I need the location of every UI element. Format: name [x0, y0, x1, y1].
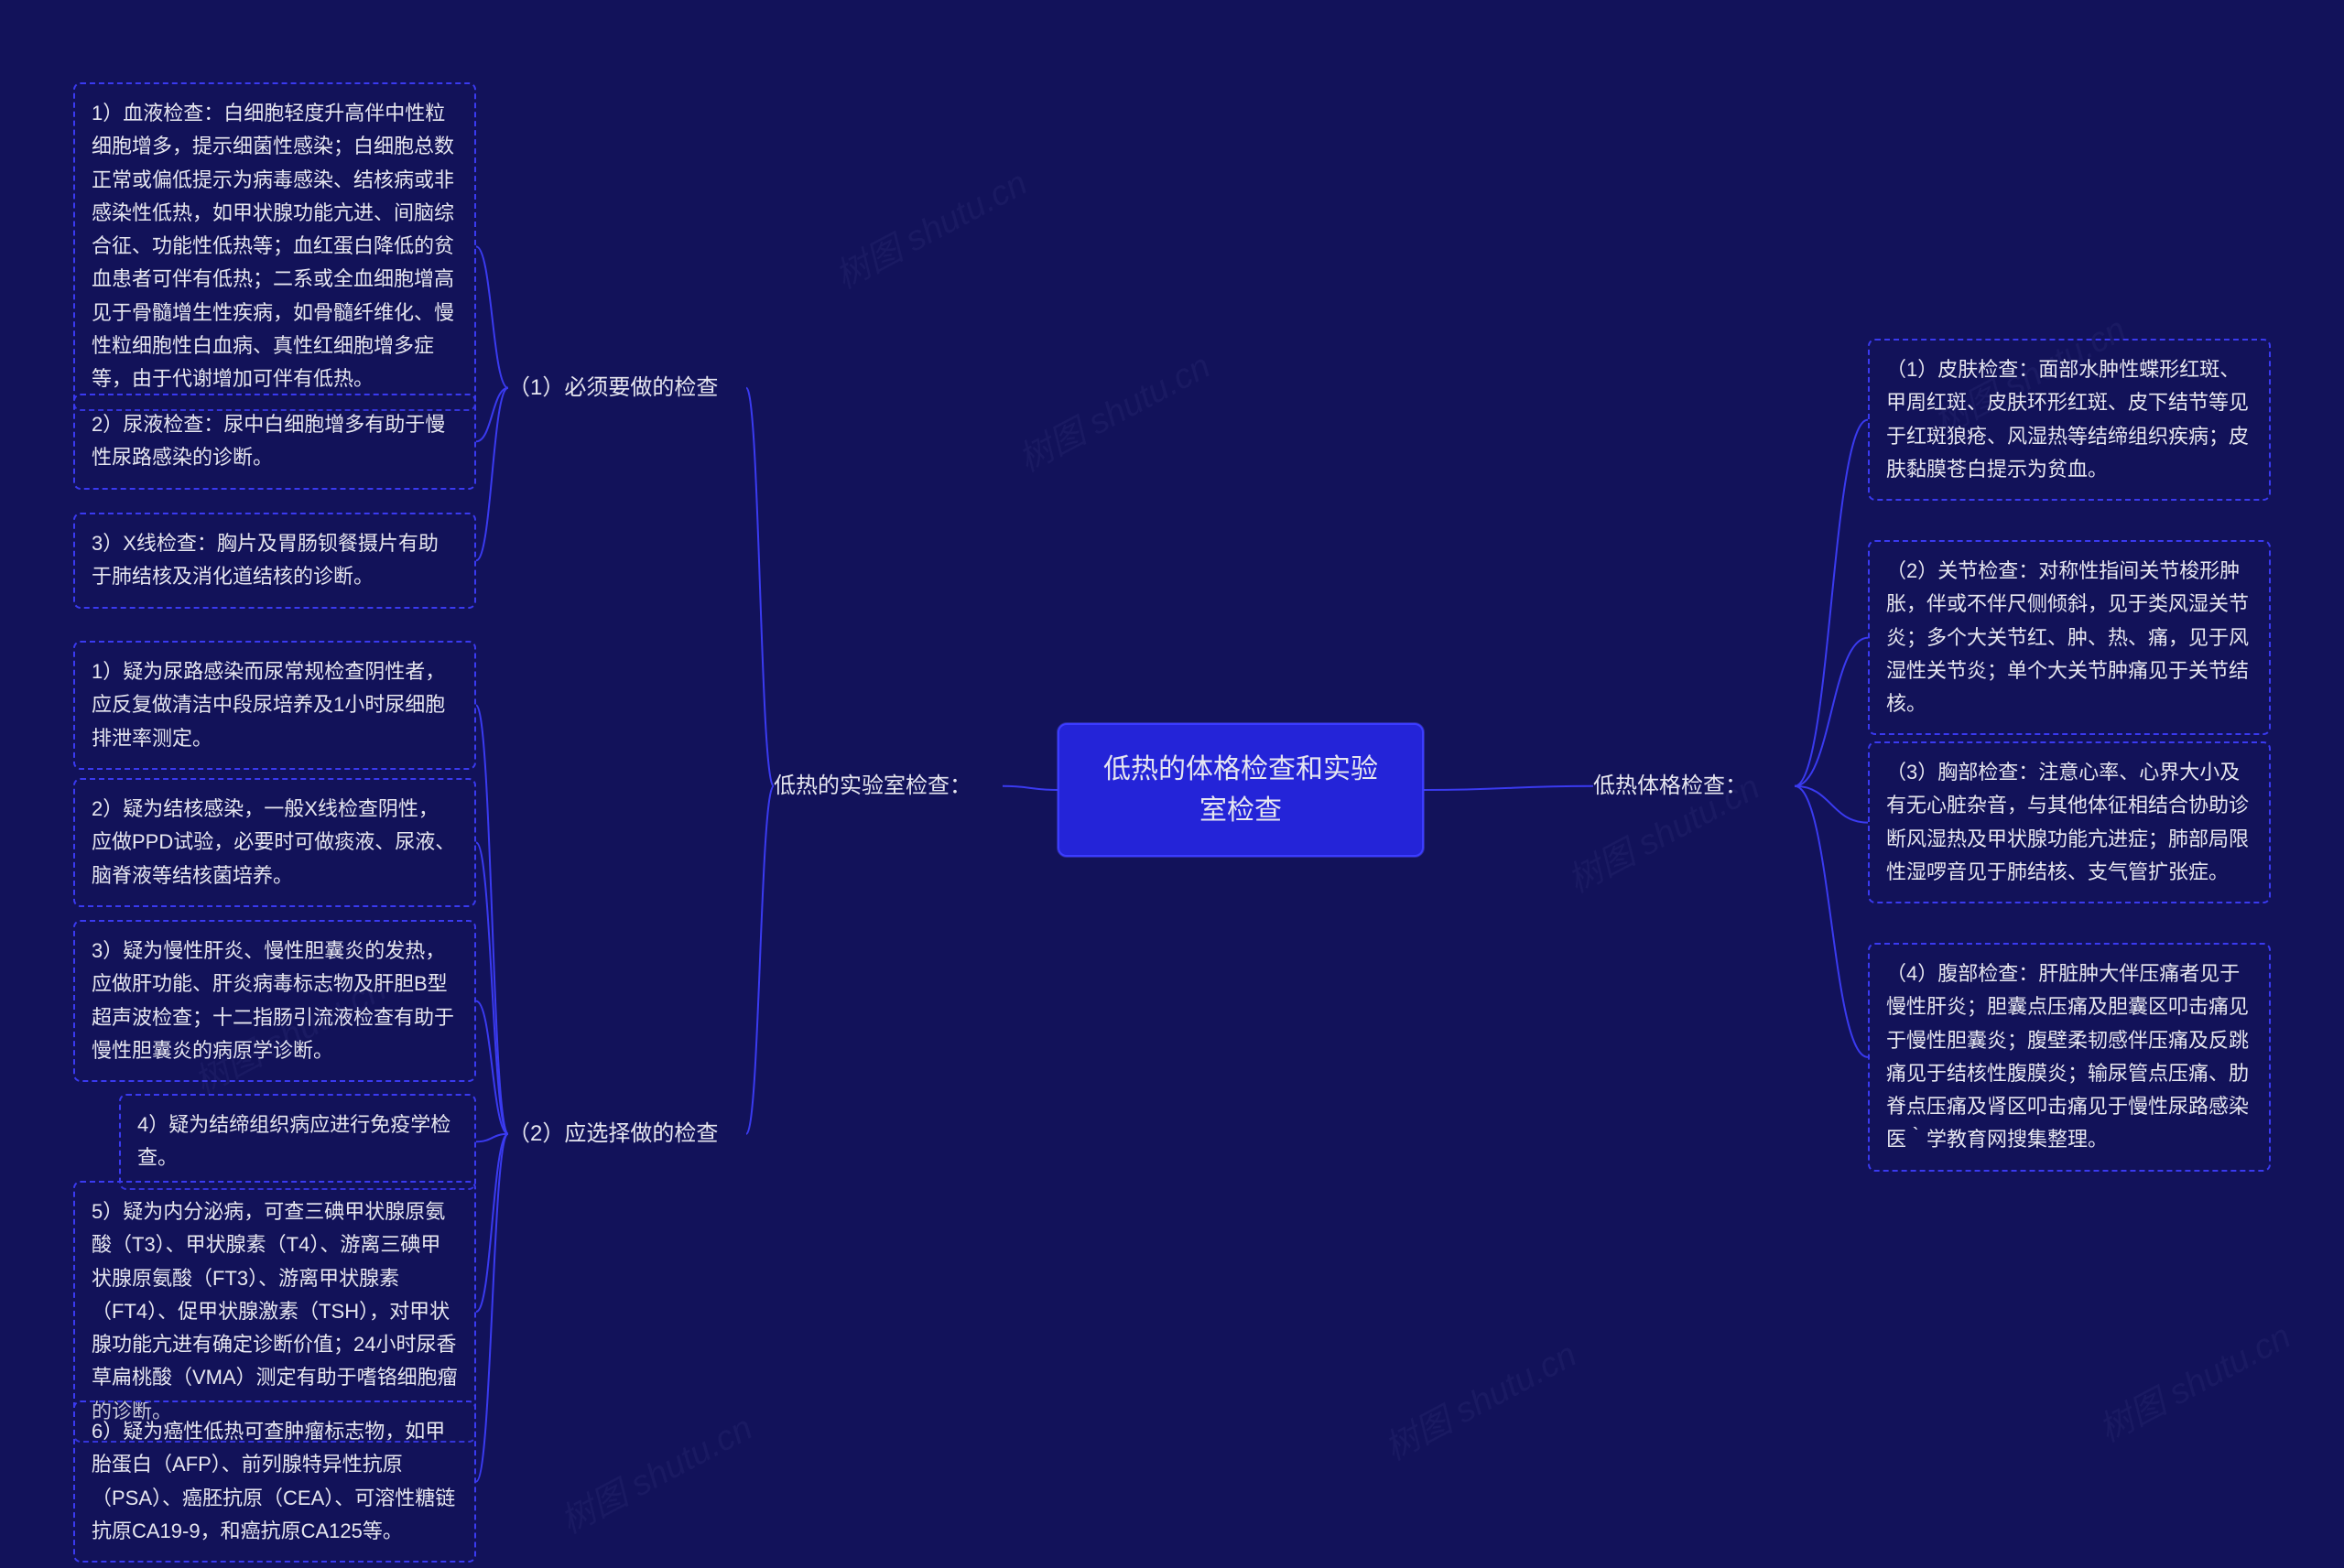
- optional-test-item-2: 3）疑为慢性肝炎、慢性胆囊炎的发热，应做肝功能、肝炎病毒标志物及肝胆B型超声波检…: [73, 920, 476, 1082]
- optional-test-item-5: 6）疑为癌性低热可查肿瘤标志物，如甲胎蛋白（AFP）、前列腺特异性抗原（PSA）…: [73, 1400, 476, 1563]
- watermark: 树图 shutu.cn: [1008, 338, 1218, 481]
- physical-exam-item-1: （2）关节检查：对称性指间关节梭形肿胀，伴或不伴尺侧倾斜，见于类风湿关节炎；多个…: [1868, 540, 2271, 735]
- required-test-item-2: 3）X线检查：胸片及胃肠钡餐摄片有助于肺结核及消化道结核的诊断。: [73, 513, 476, 609]
- required-test-item-0: 1）血液检查：白细胞轻度升高伴中性粒细胞增多，提示细菌性感染；白细胞总数正常或偏…: [73, 82, 476, 411]
- branch-lab-exam: 低热的实验室检查：: [774, 764, 1003, 808]
- optional-test-item-3: 4）疑为结缔组织病应进行免疫学检查。: [119, 1094, 476, 1190]
- branch-required-tests: （1）必须要做的检查: [508, 366, 746, 410]
- branch-optional-tests: （2）应选择做的检查: [508, 1112, 746, 1156]
- required-test-item-1: 2）尿液检查：尿中白细胞增多有助于慢性尿路感染的诊断。: [73, 394, 476, 490]
- physical-exam-item-2: （3）胸部检查：注意心率、心界大小及有无心脏杂音，与其他体征相结合协助诊断风湿热…: [1868, 741, 2271, 903]
- watermark: 树图 shutu.cn: [825, 155, 1035, 298]
- root-node: 低热的体格检查和实验室检查: [1058, 723, 1424, 857]
- branch-physical-exam: 低热体格检查：: [1593, 764, 1795, 808]
- watermark: 树图 shutu.cn: [550, 1400, 760, 1543]
- optional-test-item-0: 1）疑为尿路感染而尿常规检查阴性者，应反复做清洁中段尿培养及1小时尿细胞排泄率测…: [73, 641, 476, 770]
- watermark: 树图 shutu.cn: [1374, 1326, 1584, 1470]
- watermark: 树图 shutu.cn: [2089, 1308, 2298, 1452]
- optional-test-item-1: 2）疑为结核感染，一般X线检查阴性，应做PPD试验，必要时可做痰液、尿液、脑脊液…: [73, 778, 476, 907]
- physical-exam-item-3: （4）腹部检查：肝脏肿大伴压痛者见于慢性肝炎；胆囊点压痛及胆囊区叩击痛见于慢性胆…: [1868, 943, 2271, 1172]
- physical-exam-item-0: （1）皮肤检查：面部水肿性蝶形红斑、甲周红斑、皮肤环形红斑、皮下结节等见于红斑狼…: [1868, 339, 2271, 501]
